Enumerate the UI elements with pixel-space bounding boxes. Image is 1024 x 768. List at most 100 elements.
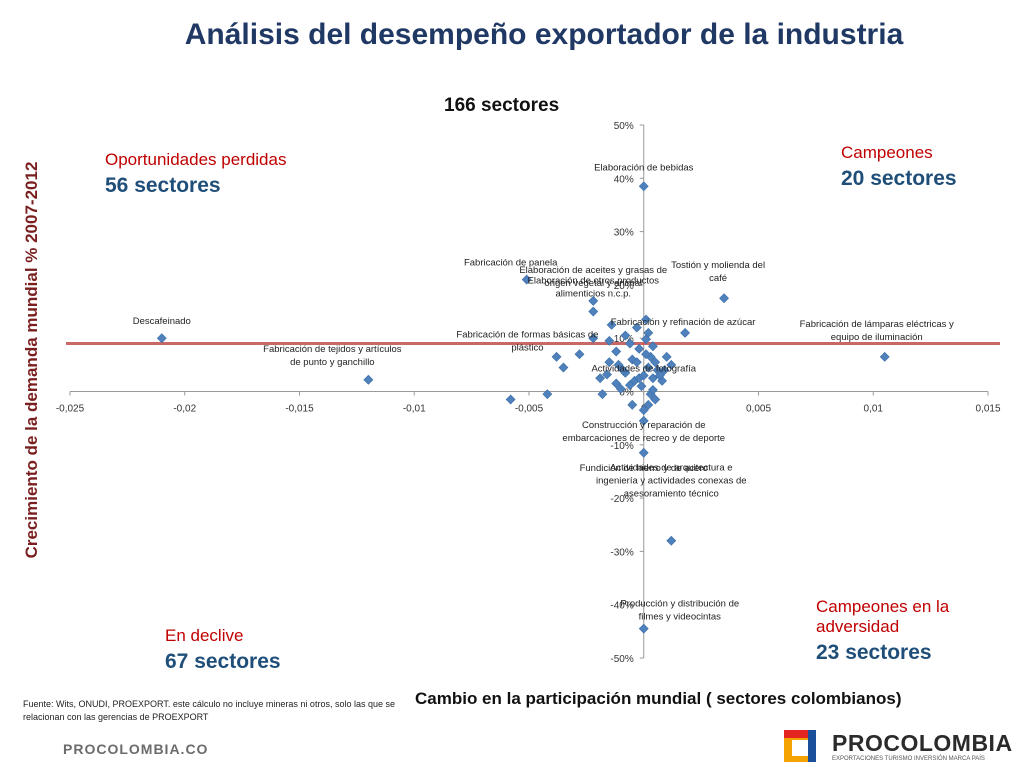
- scatter-point-labeled: [638, 447, 649, 458]
- scatter-point: [604, 335, 615, 346]
- quadrant-label: Campeones: [841, 143, 933, 162]
- scatter-point: [597, 389, 608, 400]
- scatter-point: [631, 322, 642, 333]
- data-label: Actividades de fotografía: [591, 364, 696, 375]
- quadrant-campeones-adversidad: Campeones en la adversidad 23 sectores: [816, 597, 966, 665]
- scatter-point: [648, 373, 658, 384]
- scatter-point: [551, 351, 562, 362]
- scatter-point: [618, 365, 629, 376]
- scatter-point-labeled: [558, 362, 569, 373]
- scatter-point-labeled: [521, 274, 532, 285]
- brand-name: PROCOLOMBIA: [832, 730, 1013, 756]
- y-tick-label: -50%: [610, 654, 633, 665]
- data-label: Fabricación y refinación de azúcar: [611, 317, 756, 328]
- scatter-point: [634, 343, 645, 354]
- scatter-point-labeled: [588, 306, 599, 317]
- scatter-point: [542, 389, 553, 400]
- x-tick-label: 0,005: [746, 404, 771, 415]
- scatter-point: [613, 359, 624, 370]
- x-tick-label: -0,01: [403, 404, 426, 415]
- source-note: Fuente: Wits, ONUDI, PROEXPORT. este cál…: [23, 699, 395, 722]
- scatter-point-labeled: [363, 374, 374, 385]
- scatter-point: [602, 369, 612, 380]
- quadrant-campeones: Campeones 20 sectores: [841, 143, 957, 191]
- scatter-point: [643, 399, 654, 410]
- y-tick-label: -40%: [610, 601, 633, 612]
- data-label: Tostión y molienda del café: [671, 260, 765, 284]
- x-tick-label: -0,02: [173, 404, 196, 415]
- scatter-point: [588, 333, 599, 344]
- x-tick-label: -0,005: [515, 404, 544, 415]
- procolombia-logo-icon: [784, 730, 816, 762]
- scatter-point-labeled: [588, 295, 599, 306]
- y-tick-label: 20%: [614, 281, 634, 292]
- data-label: Elaboración de bebidas: [594, 162, 694, 173]
- quadrant-oportunidades-perdidas: Oportunidades perdidas 56 sectores: [105, 150, 286, 198]
- scatter-point-labeled: [680, 327, 690, 338]
- scatter-point: [638, 415, 649, 426]
- y-tick-label: 40%: [614, 174, 634, 185]
- chart-subtitle: 166 sectores: [444, 95, 560, 116]
- scatter-point-labeled: [638, 623, 649, 634]
- data-label: Fundición de hierro y de acero: [580, 463, 708, 474]
- scatter-point: [606, 319, 617, 330]
- y-tick-label: 30%: [614, 228, 634, 239]
- data-label: Fabricación de formas básicas de plástico: [456, 330, 598, 354]
- scatter-point: [641, 314, 651, 325]
- data-label: Fabricación de panela: [464, 258, 558, 269]
- scatter-point: [615, 383, 626, 394]
- scatter-point: [611, 346, 622, 357]
- data-label: Elaboración de aceites y grasas de origen…: [519, 265, 667, 289]
- scatter-point: [625, 380, 635, 391]
- y-tick-label: 50%: [614, 121, 634, 132]
- scatter-point-labeled: [638, 405, 649, 416]
- scatter-point: [650, 357, 661, 368]
- data-label: Descafeinado: [133, 316, 191, 327]
- quadrant-label: Campeones en la adversidad: [816, 597, 950, 636]
- x-tick-label: 0,015: [975, 404, 1000, 415]
- y-tick-label: -30%: [610, 547, 633, 558]
- scatter-point: [659, 365, 670, 376]
- procolombia-logo: PROCOLOMBIA EXPORTACIONES TURISMO INVERS…: [782, 728, 1012, 764]
- scatter-point: [604, 357, 615, 368]
- scatter-point: [650, 394, 661, 405]
- scatter-point: [636, 381, 647, 392]
- x-tick-label: -0,025: [56, 404, 85, 415]
- scatter-point: [666, 359, 677, 370]
- quadrant-count: 20 sectores: [841, 167, 957, 190]
- scatter-point: [648, 341, 658, 352]
- quadrant-count: 23 sectores: [816, 641, 932, 664]
- y-tick-label: 10%: [614, 334, 634, 345]
- y-axis-title: Crecimiento de la demanda mundial % 2007…: [22, 161, 41, 559]
- x-tick-label: 0,01: [864, 404, 884, 415]
- quadrant-count: 67 sectores: [165, 650, 281, 673]
- data-label: Fabricación de lámparas eléctricas y equi…: [800, 319, 954, 343]
- scatter-point: [643, 362, 654, 373]
- y-tick-label: -20%: [610, 494, 633, 505]
- scatter-point: [595, 373, 606, 384]
- y-tick-label: 0%: [619, 388, 634, 399]
- scatter-point: [654, 370, 665, 381]
- quadrant-count: 56 sectores: [105, 174, 221, 197]
- scatter-point-labeled: [638, 370, 649, 381]
- scatter-point: [620, 330, 631, 341]
- quadrant-label: Oportunidades perdidas: [105, 150, 287, 169]
- scatter-point: [648, 384, 658, 395]
- scatter-point: [611, 378, 622, 389]
- quadrant-label: En declive: [165, 626, 244, 645]
- scatter-point: [574, 349, 585, 360]
- data-label: Fabricación de tejidos y artículos de pun…: [263, 344, 402, 368]
- scatter-point: [661, 351, 672, 362]
- y-tick-label: -10%: [610, 441, 633, 452]
- scatter-point: [631, 357, 642, 368]
- x-tick-label: -0,015: [285, 404, 314, 415]
- brand-tagline: EXPORTACIONES TURISMO INVERSIÓN MARCA PA…: [832, 756, 985, 762]
- scatter-point-labeled: [666, 535, 677, 546]
- page-title: Análisis del desempeño exportador de la …: [184, 18, 904, 51]
- footer-website-link[interactable]: PROCOLOMBIA.CO: [63, 741, 209, 757]
- data-label: Actividades de arquitectura e ingeniería …: [596, 463, 747, 500]
- scatter-point: [625, 338, 635, 349]
- scatter-point: [641, 334, 651, 345]
- scatter-point-labeled: [879, 351, 890, 362]
